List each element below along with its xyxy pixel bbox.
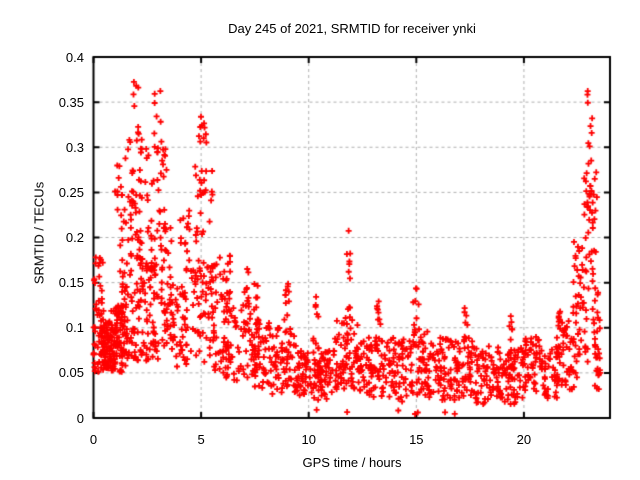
x-tick-label: 5 — [197, 432, 205, 447]
y-tick-label: 0.1 — [65, 320, 84, 336]
y-tick-label: 0.05 — [58, 365, 84, 381]
x-tick-label: 10 — [301, 432, 316, 447]
y-tick-label: 0.25 — [58, 184, 84, 200]
x-tick-label: 20 — [516, 432, 532, 447]
y-tick-label: 0.3 — [65, 139, 84, 155]
y-tick-label: 0.4 — [65, 49, 84, 65]
x-axis-label: GPS time / hours — [302, 455, 402, 470]
x-tick-label: 15 — [409, 432, 424, 447]
chart-title: Day 245 of 2021, SRMTID for receiver ynk… — [228, 21, 476, 36]
y-tick-label: 0.15 — [58, 275, 84, 291]
y-tick-label: 0.2 — [65, 230, 84, 245]
y-tick-label: 0 — [76, 410, 84, 426]
y-tick-label: 0.35 — [58, 94, 84, 110]
x-tick-label: 0 — [89, 432, 98, 447]
